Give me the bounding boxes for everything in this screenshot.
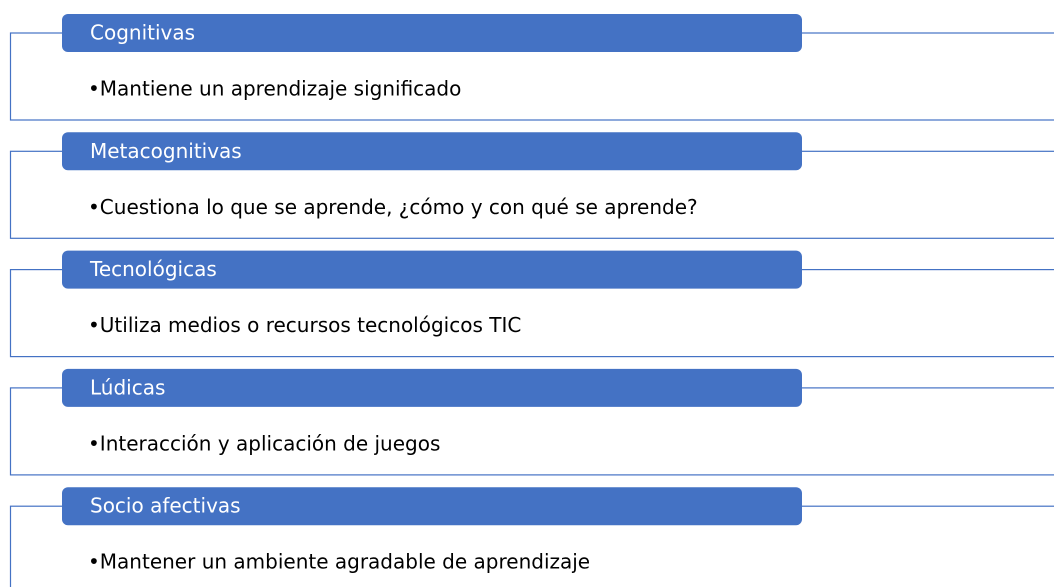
group-title: Metacognitivas <box>90 139 242 163</box>
group-text: •Mantener un ambiente agradable de apren… <box>88 550 590 574</box>
group-header <box>62 487 802 526</box>
group-header <box>62 250 802 289</box>
group-header <box>62 368 802 407</box>
group-text: •Cuestiona lo que se aprende, ¿cómo y co… <box>88 195 698 219</box>
group-text: •Interacción y aplicación de juegos <box>88 431 440 455</box>
group-text: •Utiliza medios o recursos tecnológicos … <box>88 313 521 337</box>
group-header <box>62 14 802 52</box>
group-title: Cognitivas <box>90 21 195 45</box>
group-title: Socio afectivas <box>90 494 241 518</box>
group-title: Tecnológicas <box>89 257 217 281</box>
group-header <box>62 132 802 171</box>
group-text: •Mantiene un aprendizaje significado <box>88 77 461 101</box>
group-title: Lúdicas <box>90 375 165 399</box>
